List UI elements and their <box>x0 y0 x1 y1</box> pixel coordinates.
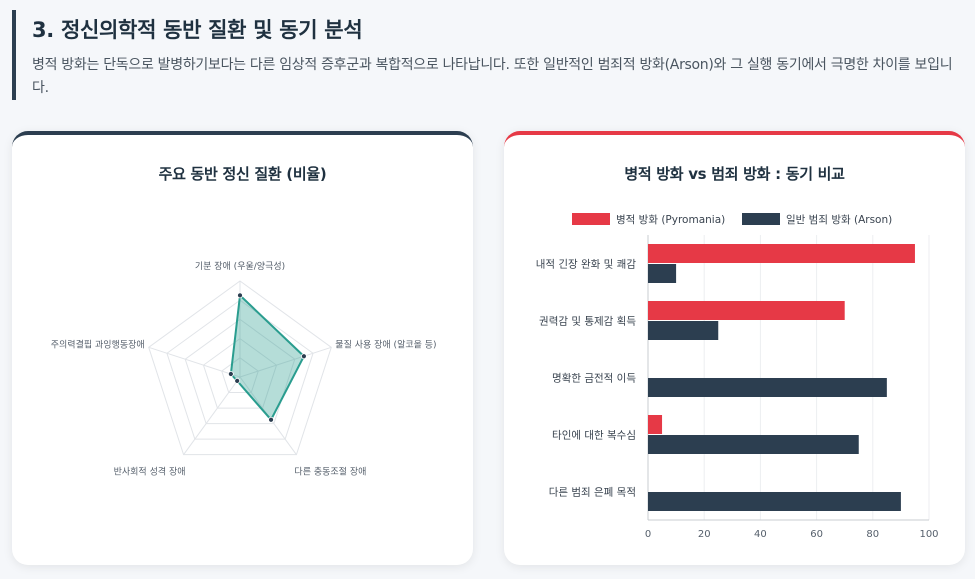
section-title: 3. 정신의학적 동반 질환 및 동기 분석 <box>32 18 363 42</box>
bar-x-tick-label: 80 <box>866 529 879 540</box>
bar-arson <box>648 492 901 511</box>
bar-category-label: 타인에 대한 복수심 <box>552 430 636 442</box>
radar-axis-line <box>239 346 332 378</box>
bar-legend: 병적 방화 (Pyromania) 일반 범죄 방화 (Arson) <box>572 213 892 226</box>
bar-x-tick-label: 20 <box>698 529 711 540</box>
bar-arson <box>648 264 677 283</box>
radar-axis-label: 다른 충동조절 장애 <box>294 466 366 478</box>
radar-grid-ring <box>184 318 296 425</box>
legend-swatch <box>742 213 780 225</box>
bar-arson <box>648 435 859 454</box>
radar-data-point <box>268 416 274 423</box>
radar-chart-title: 주요 동반 정신 질환 (비율) <box>158 165 327 183</box>
bar-x-tick-label: 100 <box>919 529 938 540</box>
radar-data-point <box>237 292 243 299</box>
bar-chart-card: 병적 방화 vs 범죄 방화 : 동기 비교 0 20 40 60 80 100 내적 긴장… <box>504 131 965 565</box>
bar-chart-title: 병적 방화 vs 범죄 방화 : 동기 비교 <box>624 165 845 183</box>
radar-data-point <box>227 371 234 377</box>
section-header: 3. 정신의학적 동반 질환 및 동기 분석 병적 방화는 단독으로 발병하기보… <box>12 10 962 100</box>
radar-data-point <box>301 353 307 360</box>
bar-arson <box>648 378 887 397</box>
bar-arson <box>648 321 719 340</box>
bar-x-tick-label: 40 <box>754 529 767 540</box>
bar-category-label: 다른 범죄 은폐 목적 <box>549 487 636 499</box>
radar-axis-label: 물질 사용 장애 (알코올 등) <box>335 338 436 350</box>
radar-data-area <box>229 293 306 422</box>
radar-data-point <box>234 377 241 384</box>
legend-swatch <box>572 213 610 225</box>
radar-grid-ring <box>148 280 332 456</box>
bar-x-tick-label: 60 <box>810 529 823 540</box>
radar-grid-ring <box>221 357 259 394</box>
radar-axis-label: 반사회적 성격 장애 <box>114 466 186 478</box>
bar-category-label: 권력감 및 통제감 획득 <box>539 316 636 328</box>
radar-axis-line <box>183 376 241 455</box>
bar-category-label: 명확한 금전적 이득 <box>552 372 636 385</box>
radar-axis-label: 기분 장애 (우울/양극성) <box>195 261 285 272</box>
radar-grid-ring <box>202 337 278 409</box>
bar-pyromania <box>648 244 915 263</box>
radar-chart: 기분 장애 (우울/양극성) 물질 사용 장애 (알코올 등) 다른 충동조절 장애… <box>51 261 437 478</box>
legend-label: 일반 범죄 방화 (Arson) <box>786 213 892 226</box>
bar-x-tick-label: 0 <box>645 529 651 540</box>
section-description: 병적 방화는 단독으로 발병하기보다는 다른 임상적 증후군과 복합적으로 나타… <box>32 57 953 96</box>
radar-chart-card: 주요 동반 정신 질환 (비율) 기분 장애 (우울/양극성) 물질 사용 장애 … <box>12 131 473 565</box>
bar-pyromania <box>648 301 845 320</box>
radar-axis-line <box>148 346 241 378</box>
radar-axis-label: 주의력결핍 과잉행동장애 <box>51 338 145 350</box>
radar-grid-ring <box>166 299 314 440</box>
bar-category-label: 내적 긴장 완화 및 쾌감 <box>536 258 637 271</box>
bar-pyromania <box>648 415 663 434</box>
legend-label: 병적 방화 (Pyromania) <box>616 214 725 226</box>
